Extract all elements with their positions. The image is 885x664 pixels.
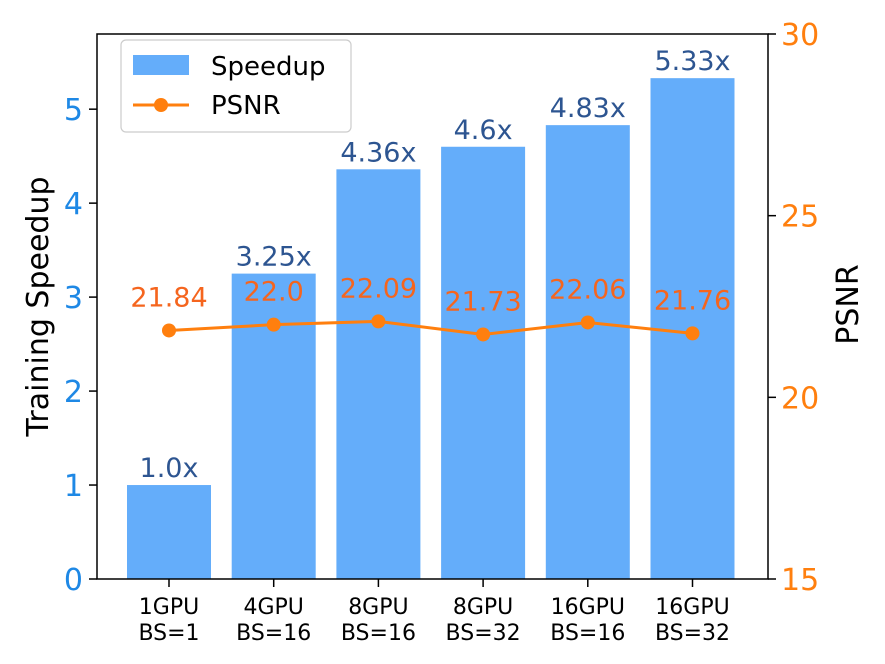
plot-frame [96, 33, 769, 580]
psnr-point [371, 314, 386, 329]
axes-layer: 012345152025301GPUBS=14GPUBS=168GPUBS=16… [21, 18, 866, 646]
x-tick-label-line2: BS=1 [138, 621, 199, 646]
speedup-bar [127, 485, 211, 579]
x-tick-label-line2: BS=16 [341, 621, 416, 646]
speedup-bar [336, 169, 421, 579]
x-tick-label-line1: 16GPU [551, 595, 625, 620]
speedup-bar [441, 146, 526, 580]
psnr-value-label: 22.0 [244, 277, 304, 308]
x-tick-label-line1: 8GPU [348, 595, 408, 620]
speedup-value-label: 4.6x [454, 115, 513, 146]
x-tick-label-line2: BS=32 [446, 621, 521, 646]
psnr-point [580, 315, 595, 330]
speedup-bar [545, 125, 630, 580]
legend-label-speedup: Speedup [211, 52, 326, 82]
x-tick-label-line1: 4GPU [243, 595, 303, 620]
left-y-tick-label: 4 [64, 187, 83, 222]
psnr-value-label: 21.73 [444, 286, 521, 317]
x-tick-label-line2: BS=32 [655, 621, 730, 646]
x-tick-label-line2: BS=16 [550, 621, 625, 646]
psnr-value-label: 21.76 [654, 285, 731, 316]
x-tick-label-line1: 1GPU [139, 595, 199, 620]
speedup-value-label: 3.25x [236, 242, 312, 273]
legend-label-psnr: PSNR [211, 91, 281, 121]
psnr-point [685, 326, 700, 341]
psnr-line-layer [162, 314, 700, 342]
legend: Speedup PSNR [120, 39, 352, 133]
right-y-tick-label: 15 [781, 563, 819, 598]
psnr-point [476, 327, 491, 342]
psnr-value-label: 22.09 [340, 273, 417, 304]
right-y-tick-label: 25 [781, 200, 819, 235]
legend-swatch-speedup [133, 55, 189, 75]
left-y-axis-title: Training Speedup [21, 176, 56, 437]
left-y-tick-label: 2 [64, 375, 83, 410]
psnr-value-label: 22.06 [549, 274, 626, 305]
left-y-tick-label: 3 [64, 281, 83, 316]
right-y-axis-title: PSNR [831, 264, 866, 344]
speedup-value-label: 1.0x [140, 453, 199, 484]
x-tick-label-line2: BS=16 [236, 621, 311, 646]
left-y-tick-label: 1 [64, 469, 83, 504]
psnr-point [162, 323, 176, 338]
speedup-value-label: 5.33x [654, 46, 730, 77]
left-y-tick-label: 5 [64, 93, 83, 128]
right-y-tick-label: 30 [781, 18, 819, 53]
data-labels-layer: 1.0x 3.25x 4.36x 4.6x 4.83x 5.33x 21.84 22.0 22.… [130, 46, 731, 484]
speedup-value-label: 4.36x [340, 137, 416, 168]
right-y-tick-label: 20 [781, 381, 819, 416]
psnr-point [266, 317, 281, 332]
legend-swatch-psnr-marker [154, 98, 168, 112]
psnr-line [168, 319, 693, 336]
speedup-value-label: 4.83x [550, 93, 626, 124]
left-y-tick-label: 0 [64, 563, 83, 598]
x-tick-label-line1: 16GPU [655, 595, 729, 620]
psnr-value-label: 21.84 [130, 282, 207, 313]
x-tick-label-line1: 8GPU [453, 595, 513, 620]
